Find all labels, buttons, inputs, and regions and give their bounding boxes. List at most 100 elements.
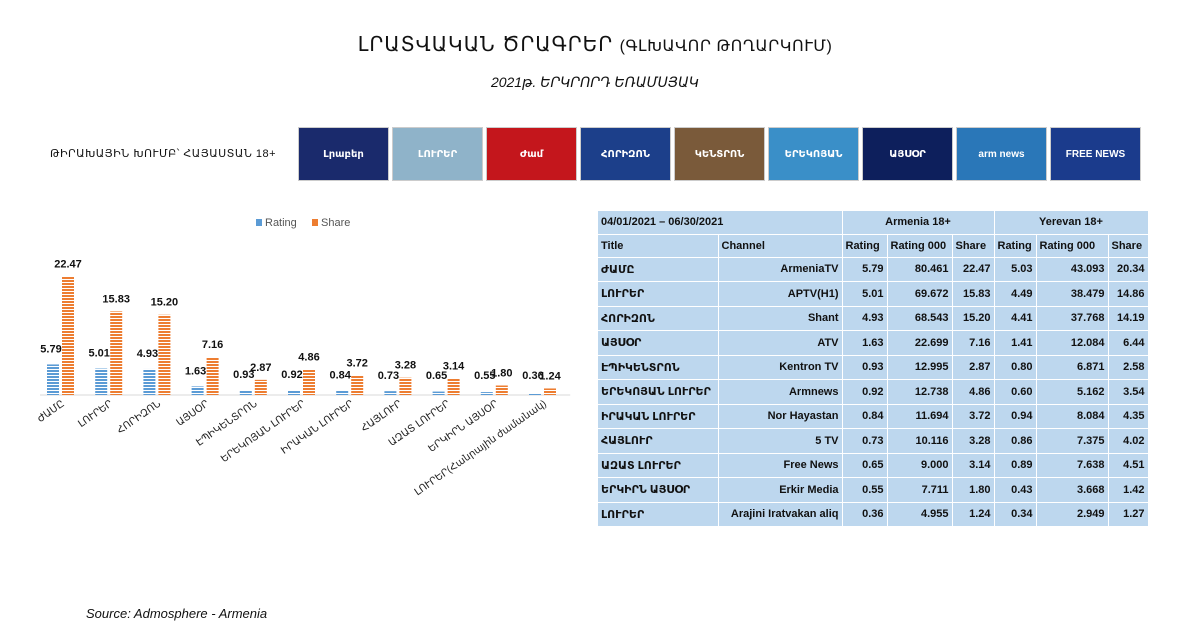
channel-logo: ԵՐԵԿՈՅԱՆ [768, 127, 859, 181]
table-cell: 0.43 [994, 477, 1037, 503]
data-label-rating: 0.93 [233, 369, 254, 381]
table-cell: 43.093 [1036, 257, 1109, 282]
table-cell: 6.44 [1108, 330, 1149, 356]
table-cell: 68.543 [887, 306, 953, 331]
table-cell: 4.49 [994, 281, 1037, 307]
bar-rating [480, 392, 493, 395]
table-cell: 0.92 [842, 379, 888, 405]
table-cell: 3.668 [1036, 477, 1109, 503]
table-cell: 1.42 [1108, 477, 1149, 503]
bar-share [399, 377, 412, 395]
bar-share [62, 276, 74, 395]
data-label-share: 15.83 [102, 293, 130, 305]
table-cell: 22.699 [887, 330, 953, 356]
bar-share [351, 375, 364, 395]
bar-rating [191, 386, 204, 395]
bar-rating [239, 390, 252, 395]
table-cell: Free News [718, 453, 843, 478]
table-cell: Armnews [718, 379, 843, 405]
source-note: Source: Admosphere - Armenia [86, 606, 268, 621]
table-cell: 0.94 [994, 404, 1037, 429]
bar-rating [95, 368, 108, 395]
table-group-header: 04/01/2021 – 06/30/2021 Armenia 18+ Yere… [598, 211, 1149, 235]
table-cell: 0.80 [994, 355, 1037, 380]
table-cell: 2.949 [1036, 502, 1109, 527]
table-cell: 8.084 [1036, 404, 1109, 429]
table-cell: 12.738 [887, 379, 953, 405]
data-label-share: 22.47 [54, 258, 82, 270]
bar-share [158, 314, 171, 395]
group-yerevan: Yerevan 18+ [994, 211, 1149, 235]
table-cell: 2.58 [1108, 355, 1149, 380]
table-cell: ԵՐԵԿՈՅԱՆ ԼՈՒՐԵՐ [598, 379, 719, 405]
period-subtitle: 2021թ. ԵՐԿՐՈՐԴ ԵՌԱՄՍՅԱԿ [490, 74, 700, 90]
category-label: ՀԱՅԼՈՒՐ [359, 398, 404, 434]
table-cell: Shant [718, 306, 843, 331]
bar-chart: Rating Share 5.79 22.47 ԺԱՄԸ 5.01 15.83 ԼՈՒՐԵՐ 4… [35, 217, 571, 498]
table-row: ԱԶԱՏ ԼՈՒՐԵՐ Free News 0.65 9.000 3.14 0.89 7.6… [598, 453, 1149, 478]
channel-logo: ԱՅՍՕՐ [862, 127, 953, 181]
table-cell: 3.72 [952, 404, 995, 429]
table-cell: 4.02 [1108, 428, 1149, 454]
table-cell: APTV(H1) [718, 281, 843, 307]
col-yerevan-share: Share [1108, 234, 1149, 258]
table-cell: 0.34 [994, 502, 1037, 527]
table-row: ՀԱՅԼՈՒՐ 5 TV 0.73 10.116 3.28 0.86 7.375 4.02 [598, 428, 1149, 454]
bar-share [254, 379, 267, 395]
table-cell: ԷՊԻԿԵՆՏՐՈՆ [598, 355, 719, 380]
col-yerevan-rating: Rating [994, 234, 1037, 258]
table-cell: 5.01 [842, 281, 888, 307]
table-row: ԼՈՒՐԵՐ APTV(H1) 5.01 69.672 15.83 4.49 38.479 1… [598, 281, 1149, 307]
channel-logo: ԿԵՆՏՐՈՆ [674, 127, 765, 181]
data-label-share: 3.72 [346, 357, 367, 369]
data-label-share: 15.20 [151, 297, 179, 309]
table-cell: ATV [718, 330, 843, 356]
table-cell: 0.36 [842, 502, 888, 527]
col-share: Share [952, 234, 995, 258]
table-cell: 20.34 [1108, 257, 1149, 282]
col-rating-000: Rating 000 [887, 234, 953, 258]
table-cell: ԻՐԱԿԱՆ ԼՈՒՐԵՐ [598, 404, 719, 429]
table-cell: 0.55 [842, 477, 888, 503]
table-cell: ԼՈՒՐԵՐ [598, 281, 719, 307]
legend-label: Rating [265, 217, 297, 229]
table-cell: 9.000 [887, 453, 953, 478]
table-cell: 1.41 [994, 330, 1037, 356]
data-label-rating: 0.92 [281, 369, 302, 381]
category-label: ԺԱՄԸ [35, 398, 66, 424]
table-cell: 1.27 [1108, 502, 1149, 527]
legend-swatch [256, 219, 262, 226]
data-label-rating: 0.55 [474, 370, 495, 382]
table-cell: 69.672 [887, 281, 953, 307]
table-cell: 4.41 [994, 306, 1037, 331]
table-cell: 12.084 [1036, 330, 1109, 356]
table-cell: 14.86 [1108, 281, 1149, 307]
table-cell: 14.19 [1108, 306, 1149, 331]
title-main: ԼՐԱՏՎԱԿԱՆ ԾՐԱԳՐԵՐ [357, 34, 614, 56]
col-yerevan-rating-000: Rating 000 [1036, 234, 1109, 258]
table-cell: 7.638 [1036, 453, 1109, 478]
col-channel: Channel [718, 234, 843, 258]
table-cell: 5 TV [718, 428, 843, 454]
table-cell: ԺԱՄԸ [598, 257, 719, 282]
data-label-rating: 5.79 [40, 343, 61, 355]
table-cell: 3.14 [952, 453, 995, 478]
table-row: ԷՊԻԿԵՆՏՐՈՆ Kentron TV 0.93 12.995 2.87 0.80 6.… [598, 355, 1149, 380]
bar-share [544, 388, 556, 395]
bar-rating [384, 391, 397, 395]
table-cell: 6.871 [1036, 355, 1109, 380]
table-row: ՀՈՐԻԶՈՆ Shant 4.93 68.543 15.20 4.41 37.768 14.… [598, 306, 1149, 331]
group-armenia: Armenia 18+ [842, 211, 995, 235]
table-cell: 15.83 [952, 281, 995, 307]
data-label-rating: 0.84 [329, 370, 351, 382]
table-cell: 1.63 [842, 330, 888, 356]
table-cell: 0.86 [994, 428, 1037, 454]
bar-share [447, 378, 460, 395]
category-label: ԱՅՍՕՐ [175, 398, 212, 428]
table-cell: 12.995 [887, 355, 953, 380]
bar-rating [47, 364, 59, 395]
data-label-share: 3.14 [443, 360, 465, 372]
table-row: ԻՐԱԿԱՆ ԼՈՒՐԵՐ Nor Hayastan 0.84 11.694 3.72 0… [598, 404, 1149, 429]
category-label: ՀՈՐԻԶՈՆ [115, 398, 163, 436]
table-cell: 80.461 [887, 257, 953, 282]
